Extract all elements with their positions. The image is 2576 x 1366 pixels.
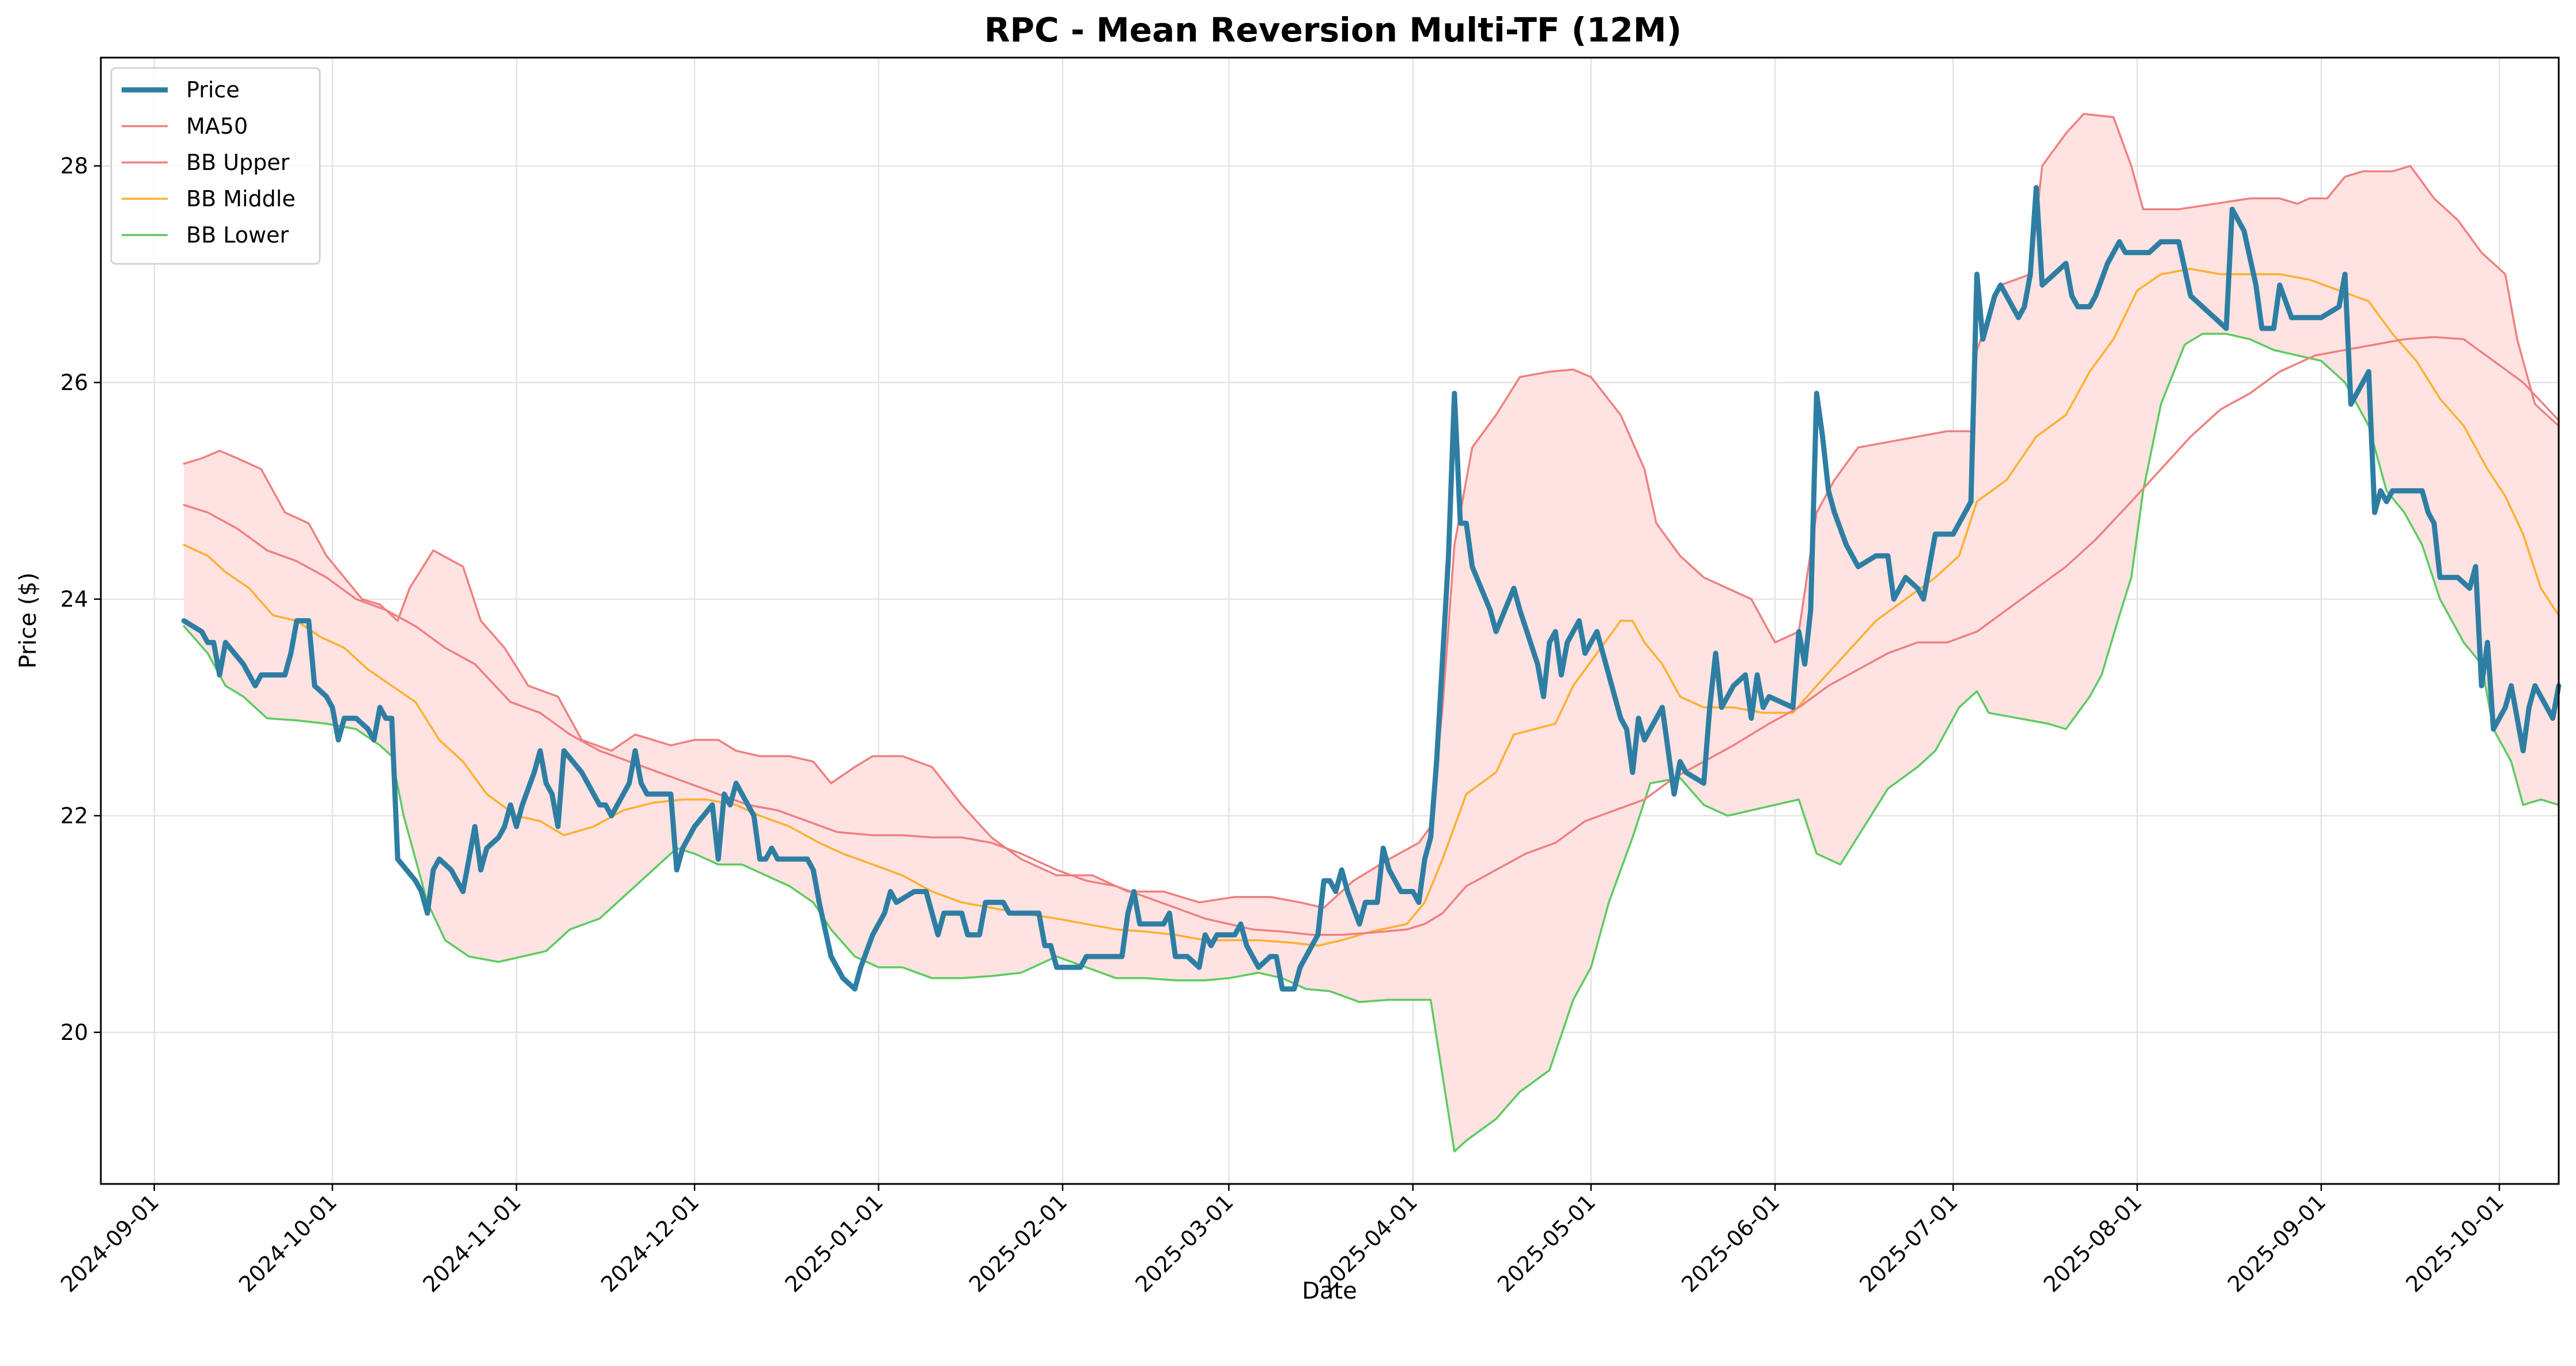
plot-area [100, 56, 2562, 1185]
series-lines [181, 112, 2562, 1153]
plot-frame [100, 56, 2560, 1185]
y-tick-label: 24 [61, 586, 88, 612]
legend-label: MA50 [186, 113, 248, 139]
legend-label: BB Middle [186, 186, 296, 211]
y-axis-label: Price ($) [15, 573, 41, 669]
band-fill [184, 113, 2559, 1152]
series-line-bb-middle [183, 267, 2560, 947]
series-line-price [181, 185, 2562, 992]
legend-label: Price [186, 77, 240, 103]
legend-box [110, 67, 321, 265]
bollinger-band-fill [184, 113, 2559, 1152]
series-line-bb-upper [183, 112, 2560, 909]
legend: Price MA50 BB Upper BB Middle BB Lower [110, 67, 321, 265]
series-line-ma50 [183, 336, 2560, 936]
legend-label: BB Upper [186, 150, 290, 175]
legend-label: BB Lower [186, 222, 289, 248]
series-line-bb-lower [183, 332, 2560, 1153]
y-axis: 20 22 24 26 28 [61, 153, 101, 1045]
y-tick-label: 26 [61, 370, 88, 395]
chart-title: RPC - Mean Reversion Multi-TF (12M) [984, 10, 1682, 50]
y-tick-label: 20 [61, 1020, 88, 1045]
y-tick-label: 28 [61, 153, 88, 179]
x-axis-label: Date [1302, 1278, 1357, 1304]
y-tick-label: 22 [61, 803, 88, 828]
